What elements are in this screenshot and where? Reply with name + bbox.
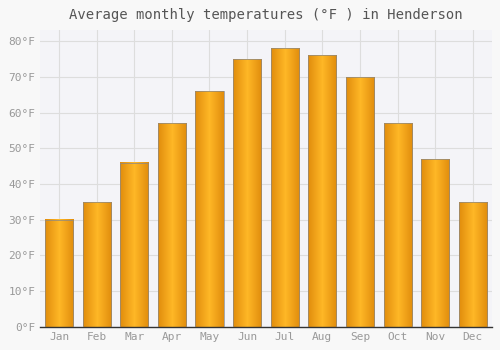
Bar bbox=[270, 48, 299, 327]
Bar bbox=[82, 202, 110, 327]
Bar bbox=[120, 162, 148, 327]
Bar bbox=[196, 91, 224, 327]
Bar bbox=[270, 48, 299, 327]
Bar bbox=[458, 202, 487, 327]
Bar bbox=[233, 59, 261, 327]
Bar bbox=[384, 123, 411, 327]
Bar bbox=[346, 77, 374, 327]
Bar bbox=[421, 159, 450, 327]
Bar bbox=[45, 220, 73, 327]
Bar bbox=[158, 123, 186, 327]
Bar bbox=[45, 220, 73, 327]
Title: Average monthly temperatures (°F ) in Henderson: Average monthly temperatures (°F ) in He… bbox=[69, 8, 462, 22]
Bar bbox=[346, 77, 374, 327]
Bar bbox=[233, 59, 261, 327]
Bar bbox=[308, 55, 336, 327]
Bar bbox=[421, 159, 450, 327]
Bar bbox=[120, 162, 148, 327]
Bar bbox=[458, 202, 487, 327]
Bar bbox=[158, 123, 186, 327]
Bar bbox=[384, 123, 411, 327]
Bar bbox=[82, 202, 110, 327]
Bar bbox=[308, 55, 336, 327]
Bar bbox=[196, 91, 224, 327]
